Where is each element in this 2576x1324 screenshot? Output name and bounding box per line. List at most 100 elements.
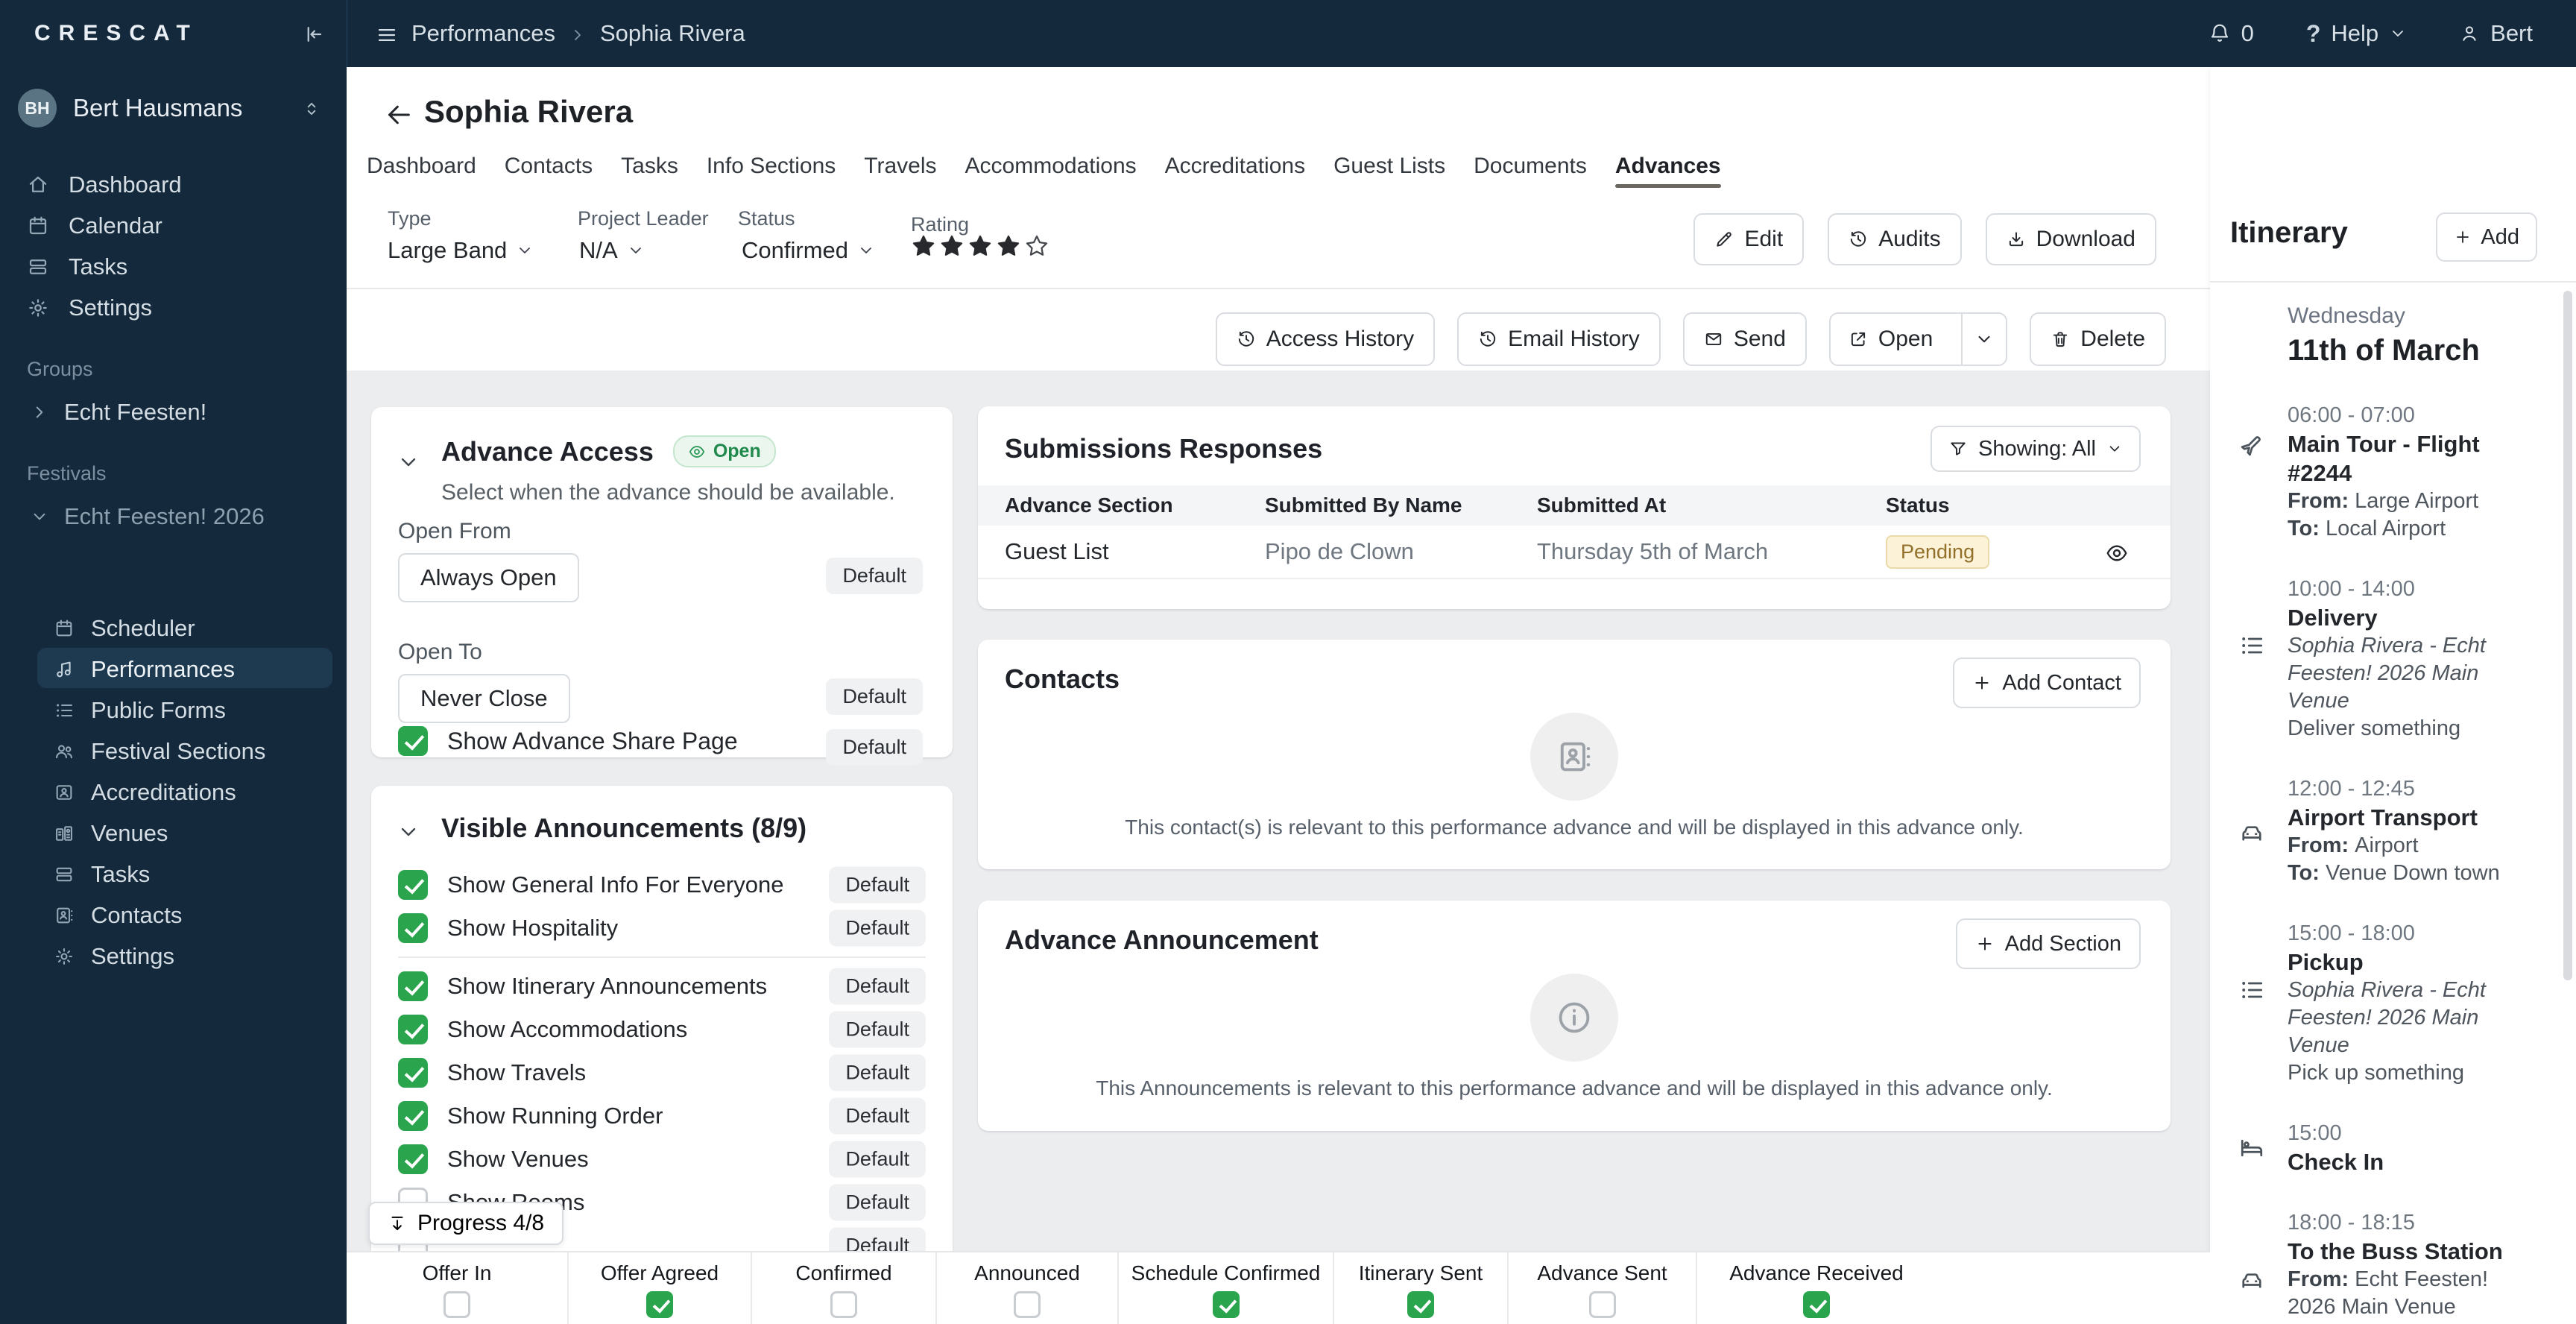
sidebar-item-accreditations[interactable]: Accreditations [0, 772, 347, 813]
tab-tasks[interactable]: Tasks [621, 154, 678, 178]
open-to-button[interactable]: Never Close [398, 674, 570, 723]
notifications-button[interactable]: 0 [2209, 20, 2254, 47]
sidebar-user-name: Bert Hausmans [73, 94, 243, 122]
sidebar-collapse-icon[interactable] [302, 21, 324, 46]
sidebar-item-festival-settings[interactable]: Settings [0, 936, 347, 977]
checkbox[interactable] [398, 1015, 428, 1044]
itinerary-item[interactable]: 12:00 - 12:45 Airport Transport From: Air… [2288, 775, 2533, 887]
tab-accreditations[interactable]: Accreditations [1164, 154, 1306, 178]
type-dropdown[interactable]: Large Band [388, 237, 534, 264]
itinerary-item[interactable]: 10:00 - 14:00 Delivery Sophia Rivera - E… [2288, 576, 2533, 743]
sidebar-festival-echt-feesten-2026[interactable]: Echt Feesten! 2026 [0, 496, 347, 538]
checkbox[interactable] [398, 1101, 428, 1131]
advance-access-title: Advance Access [441, 435, 654, 467]
rating-stars[interactable] [911, 233, 1049, 259]
plus-icon [1975, 934, 1995, 953]
star-icon[interactable] [939, 233, 965, 259]
itinerary-item[interactable]: 15:00 Check In [2288, 1120, 2533, 1176]
sidebar-user-switcher[interactable]: BH Bert Hausmans [0, 67, 347, 149]
download-button[interactable]: Download [1985, 213, 2156, 265]
share-page-checkbox[interactable] [398, 726, 428, 756]
sidebar-item-public-forms[interactable]: Public Forms [0, 690, 347, 731]
sidebar-item-festival-contacts[interactable]: Contacts [0, 895, 347, 936]
sidebar-item-performances[interactable]: Performances [0, 649, 347, 690]
notifications-count: 0 [2241, 20, 2254, 46]
checkbox[interactable] [398, 913, 428, 943]
default-tag: Default [829, 910, 926, 947]
add-section-button[interactable]: Add Section [1955, 918, 2141, 969]
star-icon[interactable] [996, 233, 1021, 259]
open-button[interactable]: Open [1831, 314, 1951, 365]
tab-dashboard[interactable]: Dashboard [367, 154, 476, 178]
progress-button[interactable]: Progress 4/8 [368, 1202, 564, 1245]
tab-accommodations[interactable]: Accommodations [965, 154, 1137, 178]
user-menu[interactable]: Bert [2459, 20, 2533, 47]
tab-advances[interactable]: Advances [1614, 151, 1721, 188]
project-leader-dropdown[interactable]: N/A [579, 237, 645, 264]
status-offer-in: Offer In [347, 1252, 569, 1324]
star-icon[interactable] [967, 233, 993, 259]
tab-documents[interactable]: Documents [1474, 154, 1587, 178]
history-icon [1237, 330, 1256, 349]
showing-filter-dropdown[interactable]: Showing: All [1931, 426, 2141, 472]
help-menu[interactable]: ? Help [2306, 20, 2407, 48]
star-icon[interactable] [911, 233, 936, 259]
sidebar-item-dashboard[interactable]: Dashboard [0, 164, 347, 206]
open-status-badge: Open [672, 435, 776, 467]
collapse-chevron-icon[interactable] [397, 819, 420, 844]
checkbox[interactable] [1588, 1291, 1616, 1318]
status-itinerary-sent: Itinerary Sent [1334, 1252, 1509, 1324]
star-icon[interactable] [1024, 233, 1049, 259]
audits-button[interactable]: Audits [1828, 213, 1962, 265]
sidebar-group-echt-feesten[interactable]: Echt Feesten! [0, 391, 347, 433]
sidebar-item-festival-sections[interactable]: Festival Sections [0, 731, 347, 772]
itinerary-item[interactable]: 06:00 - 07:00 Main Tour - Flight #2244 F… [2288, 402, 2533, 543]
back-button[interactable] [384, 100, 414, 130]
edit-button[interactable]: Edit [1693, 213, 1805, 265]
chevron-down-icon [2389, 25, 2407, 42]
sidebar-item-scheduler[interactable]: Scheduler [0, 608, 347, 649]
table-row[interactable]: Guest List Pipo de Clown Thursday 5th of… [978, 526, 2171, 579]
sidebar-item-venues[interactable]: Venues [0, 813, 347, 854]
checkbox[interactable] [398, 870, 428, 900]
open-from-button[interactable]: Always Open [398, 553, 579, 602]
checkbox[interactable] [443, 1291, 470, 1318]
checkbox[interactable] [646, 1291, 673, 1318]
checkbox[interactable] [830, 1291, 857, 1318]
checkbox[interactable] [398, 1058, 428, 1088]
itinerary-add-button[interactable]: Add [2436, 212, 2537, 262]
itinerary-item[interactable]: 18:00 - 18:15 To the Buss Station From: E… [2288, 1209, 2533, 1324]
delete-button[interactable]: Delete [2030, 312, 2166, 366]
itinerary-item[interactable]: 15:00 - 18:00 Pickup Sophia Rivera - Ech… [2288, 920, 2533, 1087]
scrollbar-thumb[interactable] [2563, 291, 2572, 980]
tab-info-sections[interactable]: Info Sections [706, 154, 836, 178]
tab-travels[interactable]: Travels [864, 154, 937, 178]
status-dropdown[interactable]: Confirmed [742, 237, 875, 264]
sidebar-item-festival-tasks[interactable]: Tasks [0, 854, 347, 895]
divider [398, 956, 926, 958]
access-history-button[interactable]: Access History [1215, 312, 1436, 366]
open-dropdown-toggle[interactable] [1961, 314, 2006, 365]
checkbox[interactable] [1803, 1291, 1830, 1318]
add-contact-button[interactable]: Add Contact [1953, 658, 2141, 708]
checkbox[interactable] [1407, 1291, 1434, 1318]
tab-guest-lists[interactable]: Guest Lists [1333, 154, 1446, 178]
view-submission-eye-icon[interactable] [2105, 538, 2129, 565]
open-to-default-tag: Default [826, 678, 923, 715]
checkbox[interactable] [398, 971, 428, 1001]
tab-contacts[interactable]: Contacts [504, 154, 593, 178]
collapse-chevron-icon[interactable] [397, 449, 420, 474]
checkbox[interactable] [1014, 1291, 1041, 1318]
send-button[interactable]: Send [1682, 312, 1807, 366]
checkbox[interactable] [398, 1144, 428, 1174]
breadcrumb-list-icon[interactable] [376, 20, 398, 47]
sidebar-item-settings[interactable]: Settings [0, 287, 347, 329]
funnel-icon [1948, 439, 1968, 458]
gear-icon [27, 297, 49, 319]
breadcrumb-section[interactable]: Performances [411, 20, 555, 46]
email-history-button[interactable]: Email History [1457, 312, 1661, 366]
sidebar-item-tasks[interactable]: Tasks [0, 246, 347, 288]
checkbox[interactable] [1212, 1291, 1240, 1318]
sidebar-item-calendar[interactable]: Calendar [0, 205, 347, 247]
chevrons-up-down-icon [302, 95, 321, 121]
